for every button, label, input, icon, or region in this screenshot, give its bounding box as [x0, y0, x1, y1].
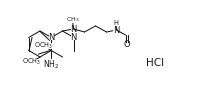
- FancyBboxPatch shape: [64, 17, 80, 23]
- FancyBboxPatch shape: [24, 59, 41, 65]
- FancyBboxPatch shape: [35, 42, 52, 49]
- Text: N: N: [113, 25, 120, 34]
- Text: N: N: [71, 33, 77, 42]
- Text: H: H: [113, 20, 118, 26]
- FancyBboxPatch shape: [44, 61, 58, 68]
- FancyBboxPatch shape: [71, 35, 76, 40]
- Text: CH$_3$: CH$_3$: [66, 16, 79, 24]
- Text: OCH$_3$: OCH$_3$: [34, 40, 53, 51]
- Text: HCl: HCl: [146, 58, 164, 68]
- FancyBboxPatch shape: [49, 35, 54, 40]
- Text: N: N: [70, 24, 77, 33]
- Text: NH$_2$: NH$_2$: [43, 58, 59, 71]
- FancyBboxPatch shape: [113, 21, 119, 25]
- FancyBboxPatch shape: [71, 26, 76, 31]
- FancyBboxPatch shape: [123, 43, 130, 47]
- Text: O: O: [123, 40, 130, 49]
- Text: OCH$_3$: OCH$_3$: [22, 57, 42, 67]
- Text: N: N: [48, 33, 54, 42]
- FancyBboxPatch shape: [113, 27, 121, 33]
